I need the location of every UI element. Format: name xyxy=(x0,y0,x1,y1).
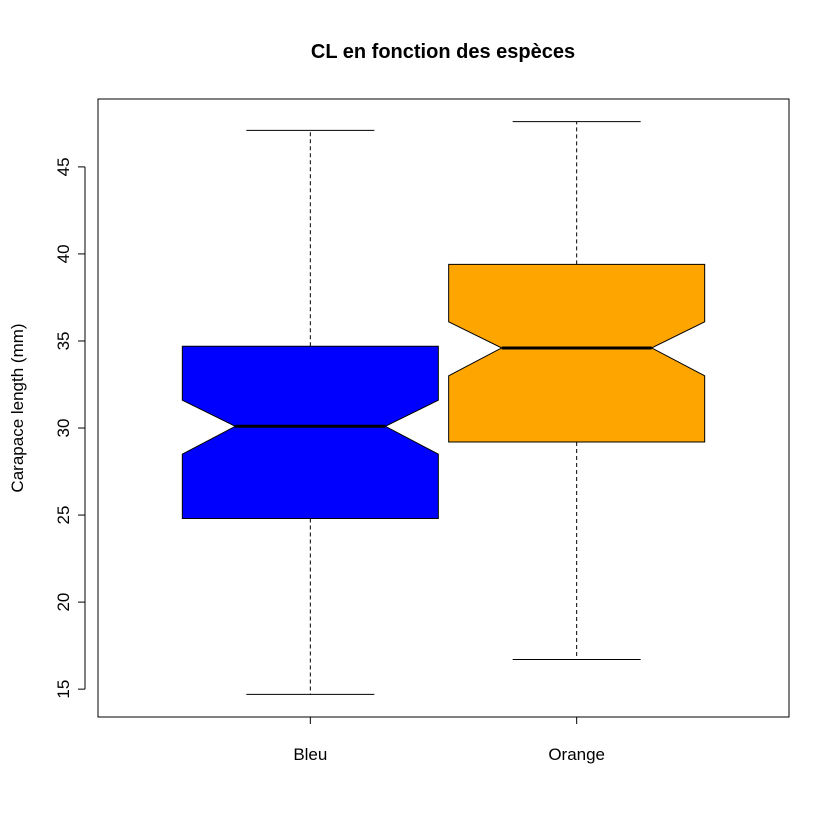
chart-title: CL en fonction des espèces xyxy=(311,41,575,63)
x-tick-label-bleu: Bleu xyxy=(293,745,327,764)
box-bleu xyxy=(181,129,439,695)
y-tick-label: 25 xyxy=(54,506,73,525)
y-tick-label: 35 xyxy=(54,332,73,351)
plot-frame xyxy=(97,98,790,718)
x-tick-label-orange: Orange xyxy=(548,745,605,764)
box-body xyxy=(181,345,439,520)
box-body xyxy=(448,263,706,443)
y-axis: 15 20 25 30 35 40 45 xyxy=(54,157,86,699)
y-tick-label: 20 xyxy=(54,593,73,612)
box-orange xyxy=(448,121,706,661)
x-axis: Bleu Orange xyxy=(293,717,605,764)
y-tick-label: 45 xyxy=(54,157,73,176)
y-tick-label: 30 xyxy=(54,419,73,438)
y-axis-label: Carapace length (mm) xyxy=(8,323,27,492)
y-tick-label: 40 xyxy=(54,244,73,263)
boxes xyxy=(181,121,706,695)
y-tick-label: 15 xyxy=(54,680,73,699)
